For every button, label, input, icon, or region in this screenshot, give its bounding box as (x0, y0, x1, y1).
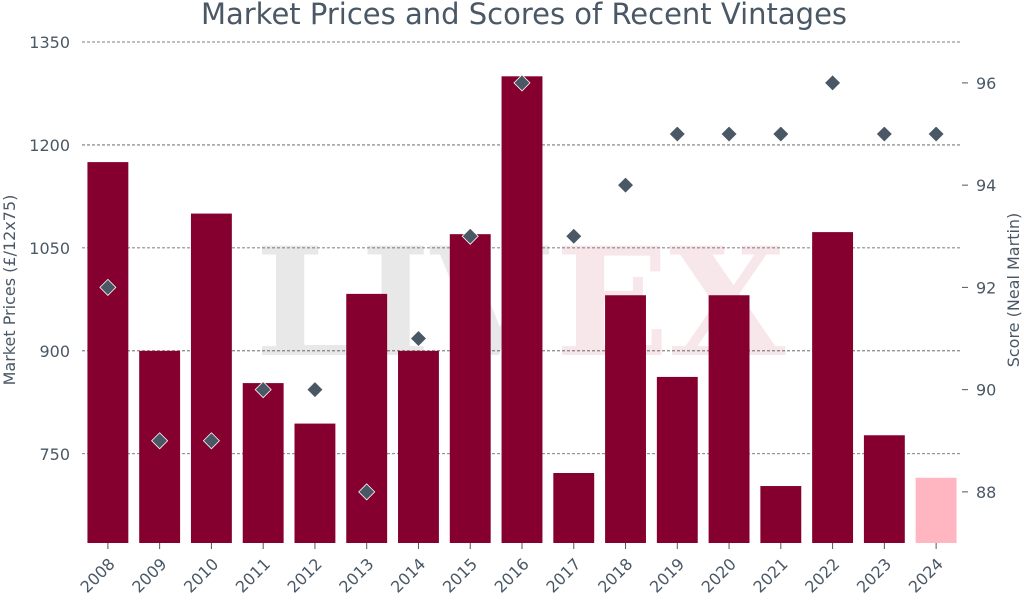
x-tick-label: 2016 (491, 554, 533, 596)
y-tick-label-left: 900 (39, 342, 70, 361)
price-bars (87, 76, 957, 544)
y-tick-label-right: 94 (976, 176, 996, 195)
price-bar (449, 234, 491, 544)
price-bar (656, 376, 698, 543)
score-point (668, 125, 686, 143)
y-tick-label-right: 88 (976, 483, 996, 502)
y-tick-label-left: 1350 (29, 33, 70, 52)
x-tick-label: 2010 (180, 554, 222, 596)
x-tick-label: 2023 (853, 554, 895, 596)
x-tick-label: 2008 (76, 554, 118, 596)
y-tick-label-right: 92 (976, 278, 996, 297)
y-tick-label-left: 1200 (29, 136, 70, 155)
x-tick-label: 2020 (698, 554, 740, 596)
y-axis-left-label: Market Prices (£/12x75) (0, 195, 19, 386)
x-tick-label: 2024 (905, 554, 947, 596)
x-tick-label: 2012 (284, 554, 326, 596)
score-point (358, 483, 376, 501)
x-tick-label: 2013 (335, 554, 377, 596)
score-point (720, 125, 738, 143)
score-points (99, 74, 945, 501)
y-axis-left-ticks: 750 900 1050 1200 1350 (29, 33, 70, 464)
chart-title: Market Prices and Scores of Recent Vinta… (201, 0, 847, 31)
y-tick-label-left: 750 (39, 445, 70, 464)
x-axis-ticks: 2008 2009 2010 2011 2012 2013 2014 2015 2016 2017… (76, 543, 947, 597)
x-tick-label: 2019 (646, 554, 688, 596)
price-bar (242, 383, 284, 543)
score-point (461, 227, 479, 245)
score-point (202, 432, 220, 450)
price-bar (190, 213, 232, 543)
y-tick-label-right: 90 (976, 381, 996, 400)
price-bar (605, 295, 646, 543)
x-tick-label: 2014 (387, 554, 429, 596)
score-point (616, 176, 635, 194)
price-bar (553, 472, 595, 543)
price-bar (398, 350, 439, 543)
score-point (875, 125, 893, 143)
x-tick-label: 2011 (232, 554, 274, 596)
price-bar (346, 293, 388, 543)
score-point (254, 381, 272, 399)
price-bar (294, 423, 336, 543)
score-point (151, 432, 169, 450)
price-bar (863, 435, 905, 543)
score-point (772, 125, 790, 143)
price-bar (87, 162, 129, 544)
price-bar (915, 477, 957, 543)
x-tick-label: 2021 (749, 554, 791, 596)
x-tick-label: 2022 (801, 554, 843, 596)
price-bar (501, 76, 543, 544)
watermark-text-right: EX (555, 215, 786, 391)
y-tick-label-right: 96 (976, 74, 996, 93)
x-tick-label: 2018 (594, 554, 636, 596)
score-point (927, 125, 945, 143)
y-axis-right-ticks: 88 90 92 94 96 (962, 74, 996, 502)
score-point (824, 74, 842, 92)
y-axis-right-label: Score (Neal Martin) (1004, 213, 1023, 368)
score-point (513, 74, 531, 92)
x-tick-label: 2009 (128, 554, 170, 596)
score-point (99, 278, 117, 296)
score-point (409, 329, 428, 348)
x-tick-label: 2015 (439, 554, 481, 596)
score-point (565, 227, 583, 245)
price-bar (708, 295, 750, 543)
x-tick-label: 2017 (542, 554, 584, 596)
score-point (306, 381, 324, 399)
price-bar (812, 232, 854, 544)
y-tick-label-left: 1050 (29, 239, 70, 258)
price-bar (760, 486, 802, 543)
